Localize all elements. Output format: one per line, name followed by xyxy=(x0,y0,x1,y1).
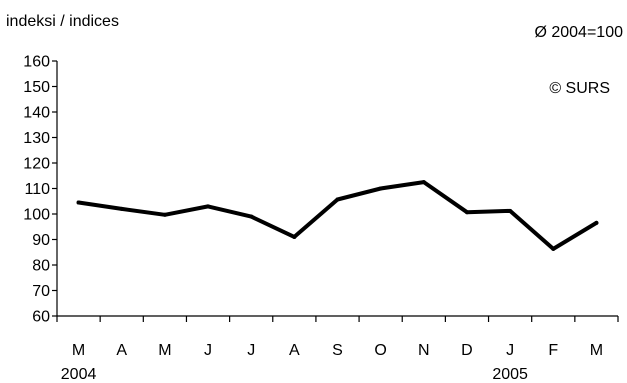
x-tick-label: A xyxy=(289,342,300,359)
y-tick-label: 100 xyxy=(23,207,50,224)
x-tick-label: N xyxy=(418,342,430,359)
data-point xyxy=(335,197,340,202)
data-point xyxy=(206,204,211,209)
y-tick-label: 60 xyxy=(32,309,50,326)
x-tick-label: J xyxy=(506,342,514,359)
x-tick-label: M xyxy=(590,342,603,359)
y-tick-label: 120 xyxy=(23,156,50,173)
x-tick-label: M xyxy=(72,342,85,359)
x-tick-label: M xyxy=(158,342,171,359)
base-note: Ø 2004=100 xyxy=(534,24,623,41)
y-tick-label: 130 xyxy=(23,130,50,147)
y-tick-label: 70 xyxy=(32,283,50,300)
x-tick-label: O xyxy=(374,342,386,359)
data-point xyxy=(508,208,513,213)
data-point xyxy=(594,220,599,225)
x-tick-label: F xyxy=(548,342,558,359)
x-tick-label: J xyxy=(204,342,212,359)
y-tick-label: 160 xyxy=(23,54,50,71)
y-axis-label: indeksi / indices xyxy=(6,13,119,30)
x-tick-label: S xyxy=(332,342,343,359)
year-label: 2004 xyxy=(61,366,97,383)
y-axis-ticks: 60 70 80 90 100 110 120 130 140 150 160 xyxy=(23,54,57,326)
x-tick-label: A xyxy=(116,342,127,359)
x-axis-ticks: M A M J J A S O N D J F M 2004 2005 xyxy=(56,316,619,383)
data-point xyxy=(551,246,556,251)
data-point xyxy=(292,234,297,239)
series-line-0 xyxy=(76,180,599,251)
year-label: 2005 xyxy=(492,366,528,383)
data-point xyxy=(162,212,167,217)
y-tick-label: 150 xyxy=(23,79,50,96)
x-tick-label: D xyxy=(461,342,473,359)
y-tick-label: 90 xyxy=(32,232,50,249)
y-tick-label: 140 xyxy=(23,105,50,122)
data-point xyxy=(421,180,426,185)
y-tick-label: 80 xyxy=(32,258,50,275)
data-point xyxy=(464,210,469,215)
copyright-label: © SURS xyxy=(549,80,610,97)
data-point xyxy=(249,214,254,219)
data-point xyxy=(119,206,124,211)
x-tick-label: J xyxy=(247,342,255,359)
y-tick-label: 110 xyxy=(24,181,50,198)
data-point xyxy=(76,200,81,205)
data-point xyxy=(378,186,383,191)
series-layer xyxy=(76,180,599,251)
